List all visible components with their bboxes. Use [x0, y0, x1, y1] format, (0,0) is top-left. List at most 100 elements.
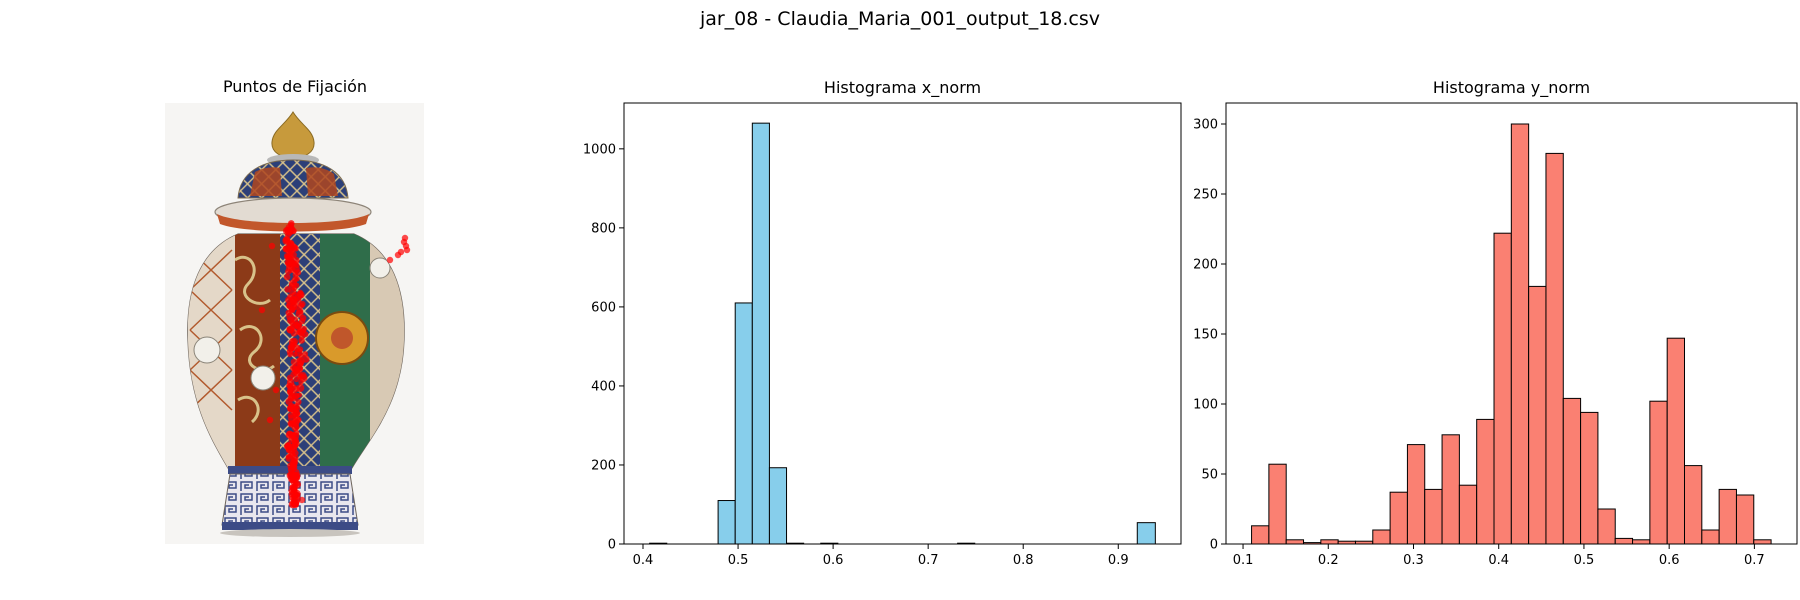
histogram-x-ytick-label: 0 [608, 538, 616, 553]
histogram-y-bar [1666, 337, 1686, 545]
histogram-y-bar [1597, 508, 1616, 545]
fixation-point [295, 309, 304, 318]
fixation-image [165, 103, 424, 544]
figure-suptitle: jar_08 - Claudia_Maria_001_output_18.csv [699, 8, 1101, 30]
fixation-point [289, 305, 296, 313]
histogram-x-bar [751, 122, 770, 545]
fixation-point [401, 234, 409, 242]
histogram-x-bar [768, 467, 788, 545]
fixation-point [287, 351, 293, 358]
histogram-x-xtick-label: 0.7 [918, 553, 939, 568]
image-panel-title: Puntos de Fijación [222, 77, 368, 96]
histogram-y-bar [1268, 463, 1287, 545]
fixation-point [298, 337, 305, 344]
fixation-points [258, 220, 411, 509]
histogram-y-ytick-label: 100 [1193, 398, 1218, 413]
histogram-y-bar [1458, 484, 1478, 545]
histogram-y-bar [1580, 411, 1599, 545]
histogram-y-title: Histograma y_norm [1432, 78, 1591, 97]
fixation-point [297, 329, 303, 335]
histogram-x-title: Histograma x_norm [823, 78, 982, 97]
histogram-x-xtick-label: 0.6 [823, 553, 844, 568]
histogram-y-xtick-label: 0.2 [1318, 553, 1339, 568]
histogram-y-bar [1424, 488, 1443, 545]
fixation-point [294, 393, 300, 399]
histogram-y-bar [1684, 465, 1703, 545]
histogram-y-xtick-label: 0.7 [1744, 553, 1765, 568]
fixation-point [293, 421, 300, 427]
histogram-y-bar [1320, 539, 1339, 545]
fixation-point [266, 416, 274, 424]
fixation-point [282, 245, 290, 253]
histogram-y-ytick-label: 50 [1201, 468, 1218, 483]
fixation-point [268, 242, 276, 250]
fixation-point [302, 351, 308, 357]
fixation-point [292, 244, 298, 250]
fixation-point [283, 252, 292, 260]
fixation-point [288, 282, 297, 290]
histogram-y-bar [1251, 525, 1270, 545]
histogram-y-ytick-label: 300 [1193, 118, 1218, 133]
fixation-point [287, 389, 293, 395]
histogram-y-xtick-label: 0.3 [1403, 553, 1424, 568]
fixation-point [301, 325, 307, 332]
fixation-point [284, 286, 292, 293]
histogram-y-xtick-label: 0.1 [1233, 553, 1254, 568]
histogram-x-ytick-label: 800 [591, 221, 616, 236]
fixation-point [287, 404, 295, 411]
histogram-x-ytick-label: 600 [591, 300, 616, 315]
fixation-point [394, 251, 402, 259]
fixation-point [291, 472, 299, 481]
histogram-x-bar [734, 302, 753, 545]
fixation-point [291, 500, 299, 508]
fixation-point [294, 322, 302, 330]
fixation-point [292, 442, 299, 449]
histogram-x-xtick-label: 0.4 [633, 553, 654, 568]
fixation-point [302, 355, 310, 363]
histogram-y-bar [1528, 285, 1547, 545]
fixation-point [290, 358, 298, 366]
fixation-point [298, 371, 307, 380]
fixation-point [386, 256, 394, 264]
fixation-point [289, 451, 296, 459]
histogram-y-bar [1545, 152, 1564, 545]
histogram-y-bar [1389, 491, 1408, 545]
histogram-x-bar [1136, 522, 1156, 545]
histogram-x-ytick-label: 400 [591, 379, 616, 394]
fixation-point [403, 246, 411, 254]
fixation-point [298, 379, 304, 385]
fixation-point [287, 226, 295, 234]
fixation-point [296, 290, 303, 298]
histogram-y-bar [1614, 537, 1634, 545]
fixation-point [287, 259, 295, 267]
histogram-y-norm: 0.1 0.2 0.3 0.4 0.5 0.6 0.7 0 50 100 150 200 250 300 [1193, 102, 1798, 568]
histogram-y-bar [1493, 232, 1512, 545]
histogram-y-bar [1476, 418, 1495, 545]
histogram-x-frame [623, 102, 1182, 545]
fixation-point [294, 269, 302, 276]
histogram-y-bar [1406, 444, 1426, 545]
histogram-x-bar [717, 500, 736, 545]
histogram-y-ytick-label: 150 [1193, 328, 1218, 343]
fixation-point [288, 266, 296, 273]
histogram-y-xtick-label: 0.5 [1574, 553, 1595, 568]
histogram-x-plot-area [624, 103, 1181, 544]
histogram-y-bar [1372, 529, 1391, 545]
histogram-x-xtick-label: 0.8 [1013, 553, 1034, 568]
fixation-point [285, 309, 292, 316]
histogram-x-ytick-label: 1000 [583, 142, 616, 157]
histogram-x-xtick-label: 0.5 [728, 553, 749, 568]
histogram-y-bar [1285, 539, 1305, 545]
fixation-point [297, 360, 304, 367]
histogram-y-bar [1649, 400, 1668, 545]
histogram-y-ytick-label: 0 [1210, 538, 1218, 553]
histogram-y-bar [1718, 488, 1737, 545]
histogram-y-frame [1225, 102, 1798, 545]
histogram-y-xtick-label: 0.6 [1659, 553, 1680, 568]
histogram-x-ytick-label: 200 [591, 458, 616, 473]
histogram-y-bar [1562, 397, 1582, 545]
histogram-y-bar [1632, 539, 1651, 545]
histogram-y-bar [1701, 529, 1720, 545]
fixation-point [296, 384, 305, 392]
